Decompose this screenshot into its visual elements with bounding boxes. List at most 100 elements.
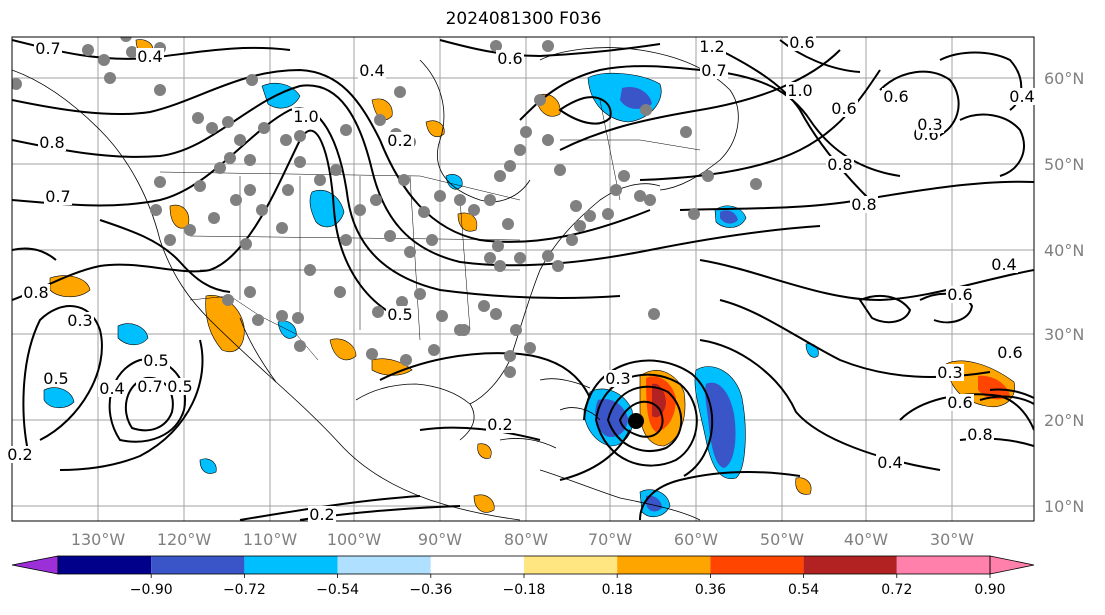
station-dot xyxy=(256,204,268,216)
station-dot xyxy=(504,160,516,172)
contour-label-bg xyxy=(1008,88,1036,105)
map-title: 2024081300 F036 xyxy=(445,9,602,29)
station-dot xyxy=(230,194,242,206)
contour-lines xyxy=(12,39,1034,521)
contour-label: 0.6 xyxy=(883,87,908,106)
contour-label: 0.2 xyxy=(309,505,334,524)
contour-label: 1.0 xyxy=(293,107,318,126)
station-dot xyxy=(454,194,466,206)
station-dot xyxy=(246,74,258,86)
contour-label: 0.4 xyxy=(877,453,902,472)
contour-label-bg xyxy=(786,82,814,99)
colorbar-tick-label: −0.72 xyxy=(223,582,266,598)
map-background xyxy=(12,37,1034,521)
station-dot xyxy=(222,294,234,306)
station-dot xyxy=(490,308,502,320)
station-dot xyxy=(150,204,162,216)
station-dot xyxy=(566,234,578,246)
contour-labels: 0.7 0.4 0.8 0.7 0.4 1.0 1.2 0.6 0.7 1.0 0.8 0.6 0.6 0… xyxy=(6,33,1036,524)
station-dot xyxy=(634,190,646,202)
contour-label: 0.8 xyxy=(39,133,64,152)
lat-label: 20°N xyxy=(1044,411,1084,430)
contour-label-bg xyxy=(358,62,386,79)
colorbar-segment xyxy=(524,556,618,574)
lon-label: 80°W xyxy=(504,530,548,549)
station-dot xyxy=(292,312,304,324)
contour-label-bg xyxy=(496,50,524,67)
contour-label: 0.6 xyxy=(947,393,972,412)
station-dot xyxy=(258,122,270,134)
station-dot xyxy=(398,174,410,186)
station-dot xyxy=(484,194,496,206)
station-dot xyxy=(400,354,412,366)
lon-label: 130°W xyxy=(71,530,126,549)
colorbar-tick-label: −0.90 xyxy=(130,582,173,598)
station-dot xyxy=(224,152,236,164)
station-dot xyxy=(294,340,306,352)
contour-label-bg xyxy=(166,378,194,395)
station-dot xyxy=(414,288,426,300)
station-dot xyxy=(154,84,166,96)
station-dot xyxy=(484,252,496,264)
lon-label: 100°W xyxy=(327,530,382,549)
station-dot xyxy=(192,112,204,124)
station-dot xyxy=(370,194,382,206)
contour-label: 0.4 xyxy=(991,255,1016,274)
contour-label: 0.3 xyxy=(937,363,962,382)
station-dot xyxy=(504,366,516,378)
colorbar-tick-label: −0.18 xyxy=(503,582,546,598)
station-dot xyxy=(542,250,554,262)
station-dot xyxy=(644,194,656,206)
lon-label: 30°W xyxy=(930,530,974,549)
shading-orange xyxy=(49,39,1015,513)
station-dot xyxy=(436,310,448,322)
station-dot xyxy=(208,212,220,224)
station-dot xyxy=(222,116,234,128)
station-dot xyxy=(514,252,526,264)
station-dot xyxy=(374,114,386,126)
station-dot xyxy=(206,122,218,134)
station-dot xyxy=(554,164,566,176)
contour-label-bg xyxy=(34,40,62,57)
station-dot xyxy=(524,342,536,354)
station-dot xyxy=(276,310,288,322)
contour-label: 0.2 xyxy=(487,415,512,434)
lon-label: 40°W xyxy=(844,530,888,549)
contour-label: 0.7 xyxy=(701,61,726,80)
latitude-labels: 60°N 50°N 40°N 30°N 20°N 10°N xyxy=(1044,69,1084,516)
map-frame xyxy=(11,36,1035,522)
contour-label-bg xyxy=(386,132,414,149)
contour-label-bg xyxy=(22,284,50,301)
station-dot xyxy=(340,234,352,246)
station-dot xyxy=(702,170,714,182)
lon-label: 120°W xyxy=(157,530,212,549)
lon-label: 70°W xyxy=(588,530,632,549)
contour-label-bg xyxy=(946,286,974,303)
contour-label: 1.0 xyxy=(787,81,812,100)
colorbar-tick-label: −0.54 xyxy=(316,582,359,598)
station-dot xyxy=(104,72,116,84)
station-dot xyxy=(542,134,554,146)
station-dot xyxy=(244,184,256,196)
contour-label-bg xyxy=(830,100,858,117)
contour-label: 0.7 xyxy=(35,39,60,58)
contour-label: 0.6 xyxy=(831,99,856,118)
contour-label-bg xyxy=(966,426,994,443)
station-dot xyxy=(434,190,446,202)
lon-label: 110°W xyxy=(243,530,298,549)
station-dot xyxy=(294,130,306,142)
contour-label-bg xyxy=(98,380,126,397)
station-dot xyxy=(384,230,396,242)
colorbar-tick-label: 0.54 xyxy=(788,582,819,598)
station-dot xyxy=(280,134,292,146)
station-dot xyxy=(514,144,526,156)
station-dot xyxy=(244,286,256,298)
storm-center xyxy=(628,413,644,429)
station-dot xyxy=(520,126,532,138)
lon-label: 50°W xyxy=(760,530,804,549)
lat-label: 10°N xyxy=(1044,497,1084,516)
contour-label: 0.3 xyxy=(605,369,630,388)
station-dot xyxy=(396,296,408,308)
colorbar-segment xyxy=(244,556,338,574)
colorbar-segment xyxy=(337,556,431,574)
